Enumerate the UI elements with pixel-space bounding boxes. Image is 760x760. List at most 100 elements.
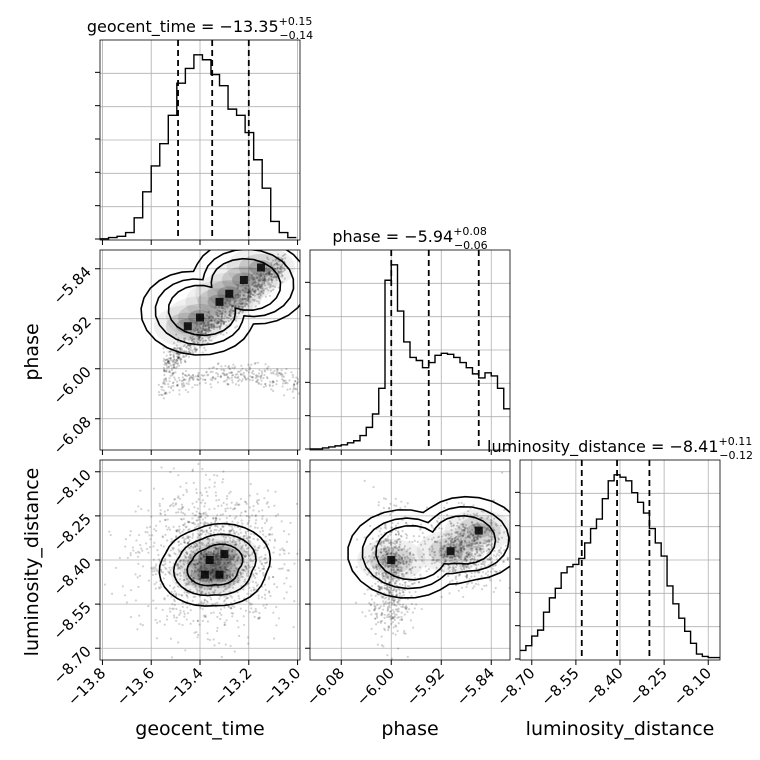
scatter-point [452, 567, 455, 571]
scatter-point [468, 536, 471, 539]
scatter-point [476, 514, 479, 518]
scatter-point [188, 351, 191, 354]
scatter-point [166, 528, 169, 531]
scatter-point [207, 373, 210, 376]
scatter-point [486, 527, 489, 531]
scatter-point [398, 569, 401, 573]
scatter-point [221, 526, 224, 529]
scatter-point [201, 374, 205, 378]
scatter-point [396, 602, 400, 605]
scatter-point [179, 358, 182, 361]
scatter-point [211, 316, 214, 320]
scatter-point [210, 580, 213, 583]
scatter-point [218, 578, 222, 581]
scatter-point [407, 563, 411, 566]
scatter-point [393, 612, 396, 616]
scatter-point [198, 336, 201, 339]
scatter-point [233, 599, 236, 602]
scatter-point [186, 606, 189, 609]
scatter-point [231, 520, 234, 523]
scatter-point [219, 321, 222, 324]
scatter-point [412, 556, 416, 559]
scatter-point [195, 324, 199, 327]
scatter-point [232, 538, 235, 542]
scatter-point [214, 545, 217, 548]
scatter-point [219, 562, 222, 565]
scatter-point [243, 534, 246, 538]
scatter-point [188, 345, 192, 348]
scatter-point [410, 569, 413, 572]
scatter-point [281, 274, 284, 277]
scatter-point [385, 557, 388, 560]
scatter-point [211, 325, 214, 328]
scatter-point [165, 364, 168, 367]
scatter-point [276, 374, 280, 377]
scatter-point [409, 567, 412, 571]
scatter-point [517, 541, 519, 543]
scatter-point [197, 516, 200, 519]
scatter-point [394, 571, 397, 574]
scatter-point [449, 539, 452, 542]
scatter-point [228, 530, 231, 533]
scatter-point [435, 566, 438, 569]
scatter-point [241, 373, 244, 376]
scatter-point [197, 525, 200, 528]
scatter-point [470, 575, 473, 578]
scatter-point [177, 495, 180, 498]
scatter-point [228, 585, 231, 589]
scatter-point [249, 483, 252, 486]
scatter-point [471, 554, 474, 558]
scatter-point [491, 535, 494, 539]
scatter-point [199, 552, 202, 555]
scatter-point [236, 370, 240, 373]
scatter-point [134, 510, 137, 513]
scatter-point [490, 557, 493, 560]
scatter-point [217, 549, 220, 552]
scatter-point [445, 559, 448, 562]
scatter-point [372, 566, 375, 570]
scatter-point [196, 378, 199, 381]
scatter-point [197, 573, 200, 576]
scatter-point [468, 551, 472, 555]
scatter-point [191, 386, 194, 389]
scatter-point [248, 287, 251, 290]
scatter-point [381, 612, 384, 615]
scatter-point [264, 363, 267, 366]
scatter-point [178, 347, 182, 350]
scatter-point [460, 539, 463, 542]
scatter-point [163, 363, 166, 366]
scatter-point [460, 547, 463, 550]
scatter-point [187, 338, 190, 341]
scatter-point [375, 571, 378, 574]
scatter-point [386, 613, 389, 617]
scatter-point [268, 270, 271, 273]
scatter-point [453, 539, 456, 542]
scatter-point [247, 299, 250, 303]
scatter-point [460, 543, 463, 546]
scatter-point [463, 567, 466, 571]
scatter-point [225, 577, 229, 580]
scatter-point [283, 253, 287, 256]
scatter-point [185, 346, 188, 349]
scatter-point [476, 521, 479, 525]
scatter-point [262, 565, 265, 568]
scatter-point [388, 591, 392, 594]
scatter-point [217, 585, 220, 588]
scatter-points-scatter-phase-vs-luminosity-distance [347, 471, 519, 660]
scatter-point [377, 565, 381, 568]
scatter-point [275, 262, 278, 265]
scatter-point [450, 535, 453, 538]
scatter-point [208, 367, 211, 370]
scatter-point [149, 525, 152, 529]
scatter-point [224, 568, 227, 571]
scatter-point [283, 549, 286, 552]
scatter-point [205, 531, 209, 534]
scatter-point [174, 360, 178, 364]
scatter-point [277, 270, 280, 273]
scatter-point [233, 563, 236, 566]
scatter-point [179, 611, 182, 615]
xtick-label-scatter-phase-vs-luminosity-distance-3: −5.84 [453, 664, 498, 709]
scatter-point [157, 553, 160, 557]
xtick-label-scatter-geocent-time-vs-luminosity-distance-2: −13.4 [162, 664, 207, 709]
scatter-point [446, 514, 449, 517]
